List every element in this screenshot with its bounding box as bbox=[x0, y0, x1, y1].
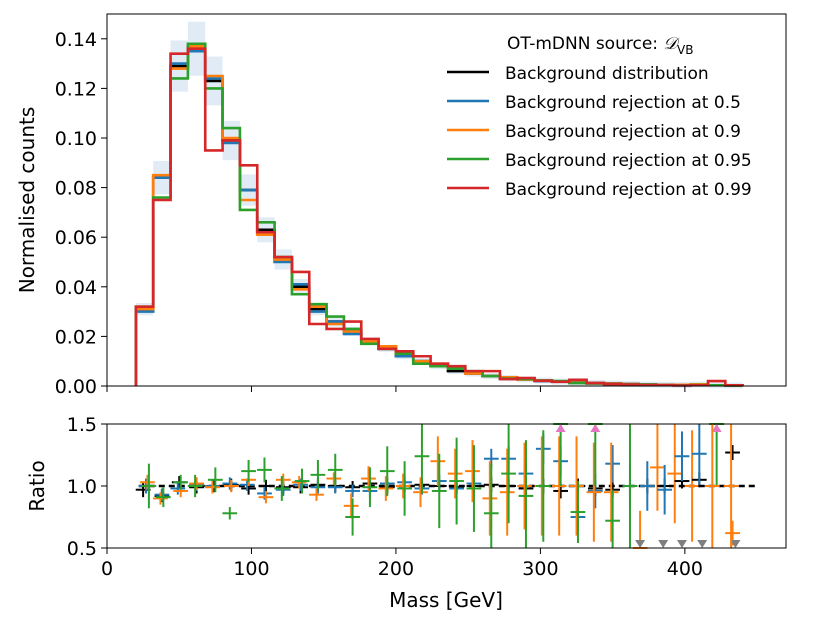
bottom-y-axis-label: Ratio bbox=[25, 460, 49, 511]
overflow-up-marker bbox=[711, 424, 722, 432]
top-x-ticks bbox=[106, 386, 686, 392]
legend-title: OT-mDNN source: 𝒟VB bbox=[507, 34, 693, 57]
ratio-points bbox=[135, 423, 741, 549]
legend-label-0: Background distribution bbox=[505, 64, 709, 84]
y-tick-label: 0.12 bbox=[55, 78, 97, 100]
overflow-down-marker bbox=[730, 540, 741, 548]
overflow-down-marker bbox=[635, 540, 646, 548]
legend-label-3: Background rejection at 0.95 bbox=[505, 151, 752, 171]
y-tick-label: 0.10 bbox=[55, 128, 97, 150]
overflow-down-marker bbox=[658, 540, 669, 548]
x-tick-label: 300 bbox=[522, 558, 558, 580]
x-axis-label: Mass [GeV] bbox=[389, 588, 503, 612]
y-tick-label: 0.02 bbox=[55, 326, 97, 348]
y-tick-label: 0.06 bbox=[55, 227, 97, 249]
legend-label-1: Background rejection at 0.5 bbox=[505, 93, 741, 113]
series-line-4 bbox=[134, 47, 744, 387]
ratio-y-tick-label: 1.5 bbox=[67, 414, 97, 436]
ratio-y-tick-label: 0.5 bbox=[67, 538, 97, 560]
overflow-up-marker bbox=[590, 424, 601, 432]
ratio-y-tick-label: 1.0 bbox=[67, 476, 97, 498]
x-tick-label: 100 bbox=[233, 558, 269, 580]
overflow-down-marker bbox=[697, 540, 708, 548]
bottom-x-ticks: 0 100 200 300 400 bbox=[101, 548, 703, 580]
y-tick-label: 0.04 bbox=[55, 277, 97, 299]
top-plot-frame bbox=[106, 13, 787, 387]
y-tick-label: 0.14 bbox=[55, 29, 97, 51]
y-tick-label: 0.00 bbox=[55, 376, 97, 398]
legend-title-symbol: 𝒟 bbox=[663, 34, 680, 54]
legend-title-subscript: VB bbox=[677, 43, 693, 57]
histogram-series bbox=[134, 42, 744, 387]
top-y-ticks: 0.00 0.02 0.04 0.06 0.08 0.10 0.12 0.14 bbox=[55, 29, 107, 398]
top-y-axis-label: Normalised counts bbox=[15, 107, 39, 294]
overflow-up-marker bbox=[555, 424, 566, 432]
y-tick-label: 0.08 bbox=[55, 178, 97, 200]
legend-label-4: Background rejection at 0.99 bbox=[505, 180, 752, 200]
x-tick-label: 400 bbox=[667, 558, 703, 580]
x-tick-label: 0 bbox=[101, 558, 113, 580]
legend-label-2: Background rejection at 0.9 bbox=[505, 122, 741, 142]
legend-title-prefix: OT-mDNN source: bbox=[507, 34, 663, 54]
bottom-y-ticks: 0.5 1.0 1.5 bbox=[67, 414, 107, 560]
overflow-down-marker bbox=[676, 540, 687, 548]
x-tick-label: 200 bbox=[378, 558, 414, 580]
legend: OT-mDNN source: 𝒟VB Background distribut… bbox=[447, 34, 752, 200]
